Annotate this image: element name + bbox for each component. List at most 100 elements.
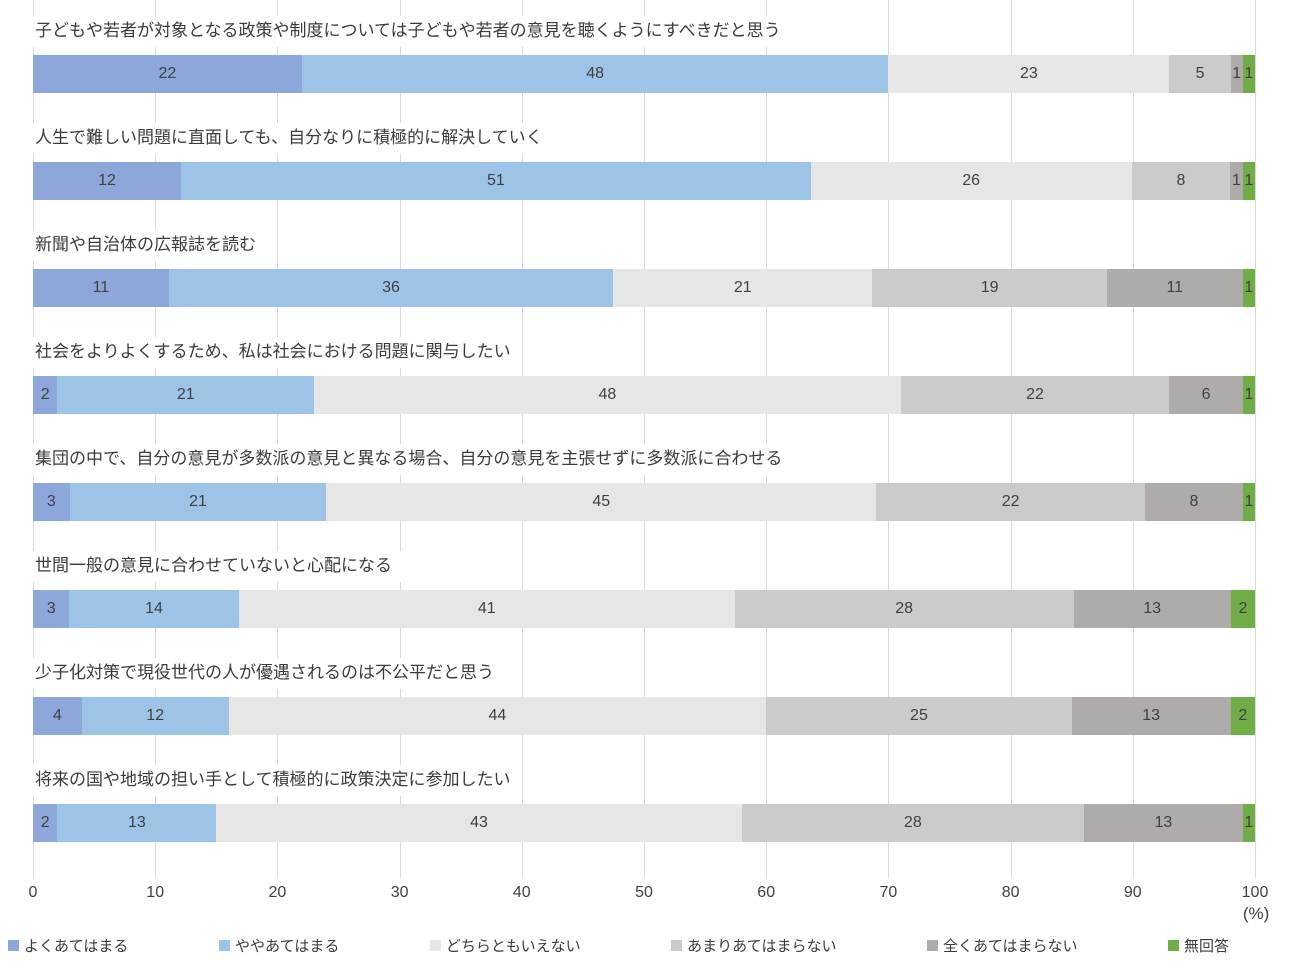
question-label: 将来の国や地域の担い手として積極的に政策決定に参加したい [33, 765, 521, 796]
question-label: 子どもや若者が対象となる政策や制度については子どもや若者の意見を聴くようにすべき… [33, 16, 791, 47]
x-axis-tick-label: 10 [146, 884, 165, 901]
bar-segment-全くあてはまらない: 13 [1083, 804, 1243, 842]
legend-item-ややあてはまる: ややあてはまる [218, 935, 339, 956]
stacked-bar: 12 51 26 8 1 1 [33, 162, 1255, 200]
bar-segment-ややあてはまる: 14 [69, 590, 239, 628]
bar-rows: 子どもや若者が対象となる政策や制度については子どもや若者の意見を聴くようにすべき… [33, 0, 1256, 842]
legend-label: 無回答 [1183, 937, 1229, 955]
x-axis-tick-label: 60 [757, 884, 776, 901]
stacked-bar: 4 12 44 25 13 2 [33, 697, 1255, 735]
question-label-line: 子どもや若者が対象となる政策や制度については子どもや若者の意見を聴くようにすべき… [33, 16, 1255, 47]
legend: よくあてはまる ややあてはまる どちらともいえない あまりあてはまらない 全くあてはまら… [8, 932, 1229, 958]
bar-segment-あまりあてはまらない: 25 [766, 697, 1072, 735]
bar-segment-ややあてはまる: 12 [81, 697, 229, 735]
legend-marker-icon [429, 939, 441, 951]
bar-segment-どちらともいえない: 44 [228, 697, 767, 735]
question-label: 新聞や自治体の広報誌を読む [33, 230, 266, 261]
gridline [33, 0, 34, 878]
legend-label: どちらともいえない [445, 937, 581, 955]
x-axis-tick-label: 20 [268, 884, 287, 901]
question-label: 社会をよりよくするため、私は社会における問題に関与したい [33, 337, 521, 368]
chart-row: 子どもや若者が対象となる政策や制度については子どもや若者の意見を聴くようにすべき… [33, 0, 1255, 93]
question-label: 集団の中で、自分の意見が多数派の意見と異なる場合、自分の意見を主張せずに多数派に… [33, 444, 793, 475]
x-axis-tick-label: 80 [1001, 884, 1020, 901]
gridline [277, 0, 279, 878]
bar-segment-無回答: 1 [1242, 483, 1256, 521]
bar-segment-無回答: 2 [1230, 697, 1255, 735]
bar-segment-よくあてはまる: 2 [33, 804, 58, 842]
gridline [1132, 0, 1134, 878]
bar-segment-全くあてはまらない: 1 [1230, 55, 1243, 93]
chart-row: 少子化対策で現役世代の人が優遇されるのは不公平だと思う 4 12 44 25 13 2 [33, 628, 1255, 735]
bar-segment-全くあてはまらない: 13 [1071, 697, 1231, 735]
legend-label: よくあてはまる [24, 937, 129, 955]
question-label-line: 集団の中で、自分の意見が多数派の意見と異なる場合、自分の意見を主張せずに多数派に… [33, 444, 1255, 475]
gridlines [33, 0, 1256, 878]
chart-row: 世間一般の意見に合わせていないと心配になる 3 14 41 28 13 2 [33, 521, 1255, 628]
bar-segment-どちらともいえない: 26 [810, 162, 1132, 200]
question-label: 少子化対策で現役世代の人が優遇されるのは不公平だと思う [33, 658, 504, 689]
bar-segment-全くあてはまらない: 13 [1073, 590, 1231, 628]
question-label: 世間一般の意見に合わせていないと心配になる [33, 551, 402, 582]
bar-segment-あまりあてはまらない: 8 [1131, 162, 1231, 200]
bar-segment-よくあてはまる: 11 [33, 269, 169, 307]
gridline [888, 0, 890, 878]
bar-segment-あまりあてはまらない: 5 [1169, 55, 1231, 93]
legend-item-あまりあてはまらない: あまりあてはまらない [671, 935, 837, 956]
x-axis-tick-label: 100 [1241, 884, 1269, 901]
x-axis-tick-label: 40 [512, 884, 531, 901]
bar-segment-全くあてはまらない: 6 [1169, 376, 1243, 414]
legend-label: あまりあてはまらない [687, 937, 837, 955]
question-label: 人生で難しい問題に直面しても、自分なりに積極的に解決していく [33, 123, 553, 154]
bar-segment-あまりあてはまらない: 22 [876, 483, 1146, 521]
bar-segment-無回答: 1 [1242, 804, 1255, 842]
legend-marker-icon [927, 939, 939, 951]
bar-segment-全くあてはまらない: 1 [1230, 162, 1243, 200]
bar-segment-どちらともいえない: 41 [238, 590, 735, 628]
stacked-bar: 2 21 48 22 6 1 [33, 376, 1255, 414]
bar-segment-あまりあてはまらない: 28 [741, 804, 1084, 842]
question-label-line: 少子化対策で現役世代の人が優遇されるのは不公平だと思う [33, 658, 1255, 689]
chart-row: 人生で難しい問題に直面しても、自分なりに積極的に解決していく 12 51 26 8 1 1 [33, 93, 1255, 200]
bar-segment-ややあてはまる: 21 [69, 483, 327, 521]
stacked-bar: 11 36 21 19 11 1 [33, 269, 1256, 307]
legend-marker-icon [1167, 939, 1179, 951]
question-label-line: 世間一般の意見に合わせていないと心配になる [33, 551, 1255, 582]
bar-segment-ややあてはまる: 51 [181, 162, 811, 200]
legend-marker-icon [671, 939, 683, 951]
stacked-bar: 3 21 45 22 8 1 [33, 483, 1256, 521]
bar-segment-よくあてはまる: 22 [33, 55, 302, 93]
legend-item-よくあてはまる: よくあてはまる [8, 935, 128, 956]
gridline [399, 0, 401, 878]
bar-segment-あまりあてはまらない: 22 [900, 376, 1170, 414]
bar-segment-どちらともいえない: 21 [613, 269, 873, 307]
gridline [521, 0, 523, 878]
stacked-bar: 2 13 43 28 13 1 [33, 804, 1255, 842]
bar-segment-よくあてはまる: 3 [33, 483, 70, 521]
chart-row: 社会をよりよくするため、私は社会における問題に関与したい 2 21 48 22 6 1 [33, 307, 1255, 414]
chart-row: 集団の中で、自分の意見が多数派の意見と異なる場合、自分の意見を主張せずに多数派に… [33, 414, 1256, 521]
bar-segment-どちらともいえない: 23 [888, 55, 1170, 93]
bar-segment-どちらともいえない: 43 [216, 804, 742, 842]
legend-item-無回答: 無回答 [1167, 935, 1229, 956]
question-label-line: 人生で難しい問題に直面しても、自分なりに積極的に解決していく [33, 123, 1255, 154]
bar-segment-よくあてはまる: 2 [33, 376, 58, 414]
stacked-bar: 22 48 23 5 1 1 [33, 55, 1255, 93]
legend-label: 全くあてはまらない [943, 937, 1078, 955]
x-axis-tick-label: 90 [1123, 884, 1142, 901]
bar-segment-どちらともいえない: 45 [326, 483, 877, 521]
question-label-line: 新聞や自治体の広報誌を読む [33, 230, 1255, 261]
bar-segment-無回答: 1 [1242, 376, 1255, 414]
legend-item-全くあてはまらない: 全くあてはまらない [927, 935, 1077, 956]
bar-segment-無回答: 2 [1230, 590, 1255, 628]
bar-segment-全くあてはまらない: 11 [1106, 269, 1243, 307]
bar-segment-ややあてはまる: 21 [57, 376, 315, 414]
bar-segment-無回答: 1 [1242, 162, 1255, 200]
bar-segment-無回答: 1 [1242, 55, 1255, 93]
bar-segment-無回答: 1 [1242, 269, 1256, 307]
gridline [1010, 0, 1012, 878]
gridline [766, 0, 768, 878]
bar-segment-あまりあてはまらない: 28 [734, 590, 1074, 628]
x-axis-tick-label: 0 [28, 884, 38, 901]
